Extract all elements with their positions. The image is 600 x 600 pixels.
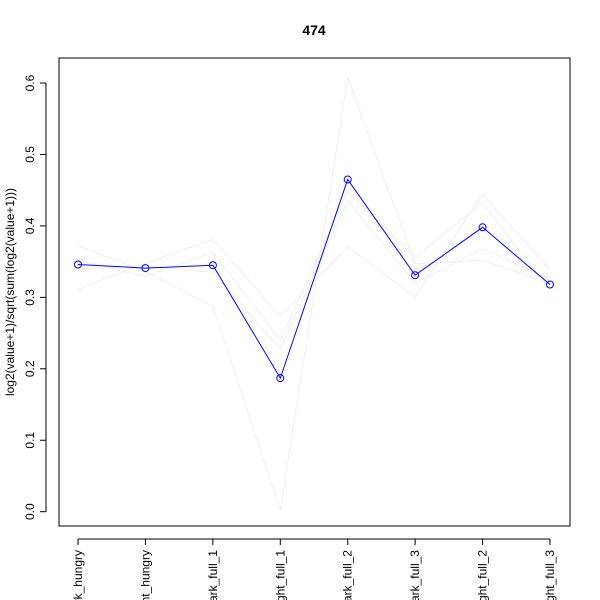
plot-frame <box>58 57 571 527</box>
highlight-series-group <box>74 175 554 383</box>
data-point <box>478 223 487 232</box>
y-tick-label: 0.6 <box>23 74 37 91</box>
x-axis: dark_hungry light_hungry dark_full_1 light_… <box>71 538 557 600</box>
x-tick-label: light_full_2 <box>476 550 490 600</box>
data-point <box>276 374 285 383</box>
x-tick-label: light_hungry <box>138 550 152 600</box>
background-series-line-3 <box>77 190 551 342</box>
y-axis-label: log2(value+1)/sqrt(sum(log2(value+1))) <box>3 188 17 396</box>
highlight-series-line <box>77 178 551 380</box>
background-series-line-1 <box>77 77 551 511</box>
data-point <box>208 261 217 270</box>
data-point <box>411 271 420 280</box>
data-point <box>74 260 82 269</box>
x-tick-label: dark_full_1 <box>206 550 220 600</box>
y-tick-label: 0.5 <box>23 146 37 163</box>
y-tick-label: 0.1 <box>23 432 37 449</box>
x-tick-label: light_full_1 <box>273 550 287 600</box>
y-tick-label: 0.3 <box>23 289 37 306</box>
y-axis: 0.0 0.1 0.2 0.3 0.4 0.5 0.6 <box>23 74 47 520</box>
data-point <box>141 264 150 273</box>
x-tick-label: dark_full_2 <box>341 550 355 600</box>
y-tick-label: 0.4 <box>23 217 37 234</box>
y-tick-label: 0.0 <box>23 503 37 520</box>
y-tick-label: 0.2 <box>23 360 37 377</box>
data-point <box>546 280 554 289</box>
chart-title: 474 <box>302 22 326 38</box>
x-tick-label: light_full_3 <box>543 550 557 600</box>
data-point <box>343 175 352 184</box>
background-series-group <box>77 77 551 511</box>
background-series-line-2 <box>77 193 551 317</box>
x-tick-label: dark_hungry <box>71 550 85 600</box>
x-tick-label: dark_full_3 <box>408 550 422 600</box>
x-tick-labels: dark_hungry light_hungry dark_full_1 light_… <box>71 550 557 600</box>
background-series-line-4 <box>77 199 551 350</box>
